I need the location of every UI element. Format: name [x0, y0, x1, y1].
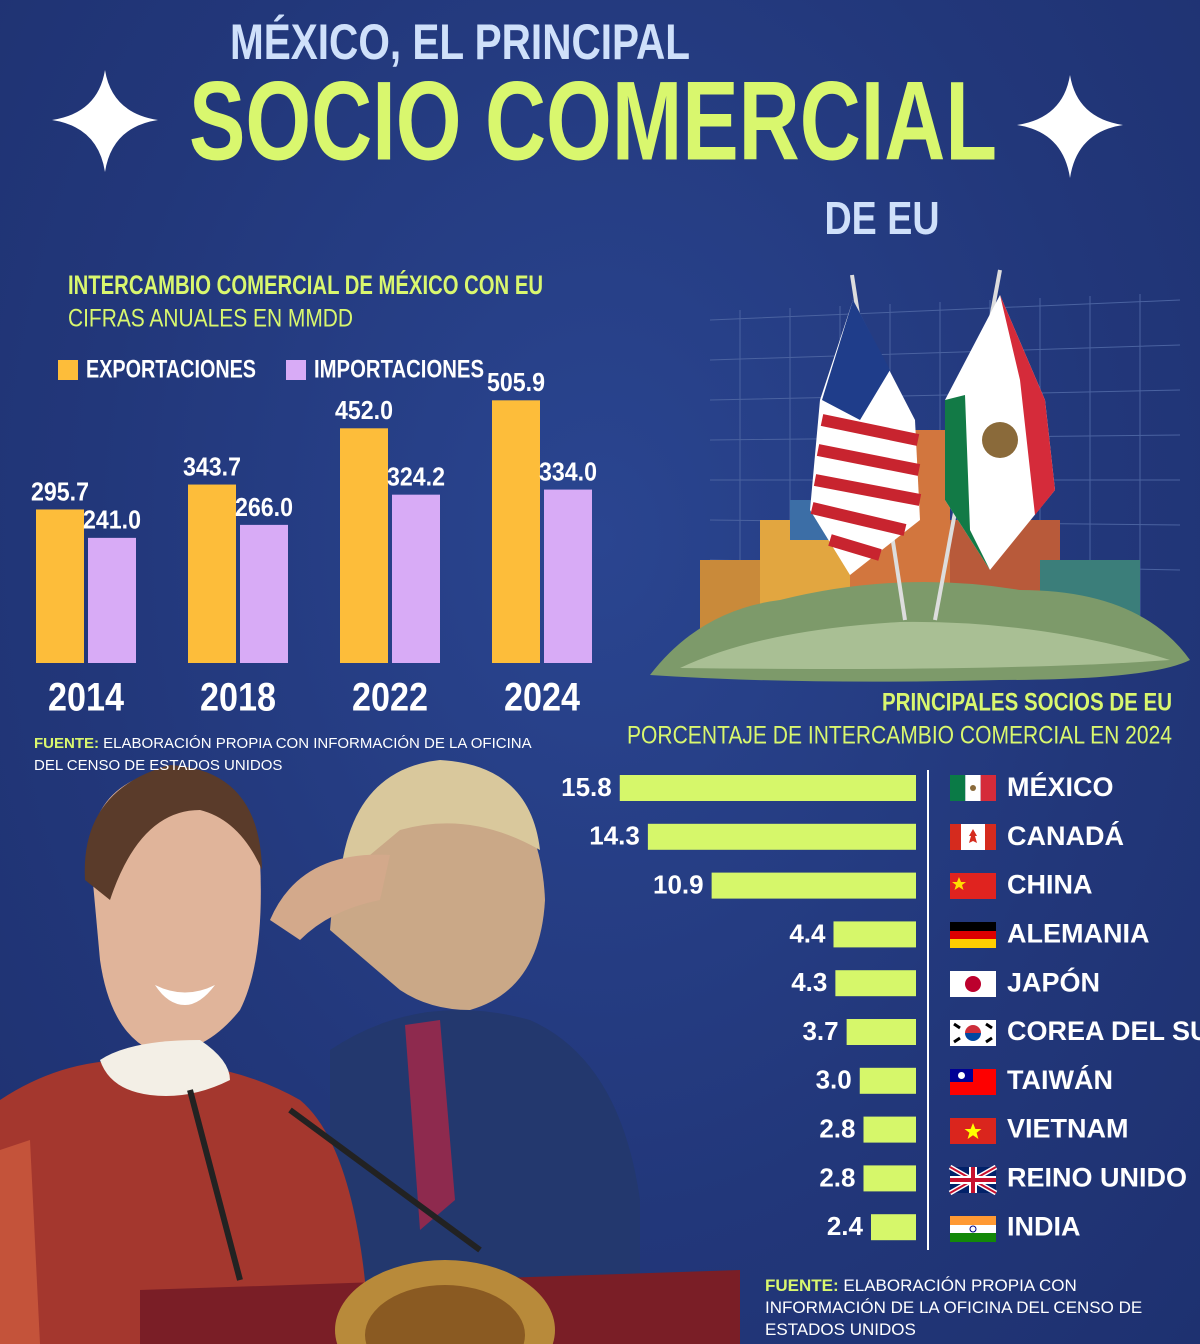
value-label: 4.4 [789, 918, 826, 948]
bar [492, 400, 540, 663]
bar [240, 524, 288, 663]
category-label: VIETNAM [1007, 1114, 1129, 1144]
category-label: COREA DEL SUR [1007, 1016, 1200, 1046]
value-label: 266.0 [235, 492, 293, 522]
bar [36, 509, 84, 663]
source-note: FUENTE: ELABORACIÓN PROPIA CON INFORMACI… [34, 733, 534, 777]
bar [833, 921, 916, 948]
bar [188, 484, 236, 663]
chart-subtitle: CIFRAS ANUALES EN MMDD [68, 305, 353, 333]
source-note: FUENTE: ELABORACIÓN PROPIA CON INFORMACI… [765, 1275, 1145, 1341]
x-tick-label: 2014 [48, 676, 125, 720]
value-label: 14.3 [589, 821, 640, 851]
title-line3: DE EU [825, 192, 940, 244]
value-label: 343.7 [183, 451, 241, 481]
bar [392, 494, 440, 663]
bar [863, 1116, 916, 1143]
chart-title: INTERCAMBIO COMERCIAL DE MÉXICO CON EU [68, 269, 543, 300]
value-label: 3.7 [802, 1016, 838, 1046]
bar [835, 970, 916, 997]
legend-label: EXPORTACIONES [86, 356, 256, 384]
category-label: CHINA [1007, 870, 1093, 900]
illustration-trade [650, 269, 1190, 682]
source-text: ELABORACIÓN PROPIA CON INFORMACIÓN DE LA… [34, 735, 531, 774]
bar [619, 775, 916, 801]
star [52, 70, 158, 172]
category-label: JAPÓN [1007, 966, 1100, 997]
title-line1: MÉXICO, EL PRINCIPAL [230, 14, 690, 70]
bar [846, 1019, 916, 1045]
bar [88, 537, 136, 663]
star [1017, 75, 1123, 178]
bar [859, 1067, 916, 1094]
value-label: 505.9 [487, 367, 545, 397]
bar [711, 872, 916, 899]
value-label: 2.4 [827, 1211, 864, 1241]
x-tick-label: 2022 [352, 676, 428, 720]
bar [544, 489, 592, 663]
source-label: FUENTE: [34, 735, 99, 752]
x-tick-label: 2024 [504, 676, 581, 720]
value-label: 3.0 [816, 1065, 852, 1095]
value-label: 2.8 [819, 1113, 855, 1143]
bar [871, 1214, 916, 1241]
source-text: ELABORACIÓN PROPIA CON INFORMACIÓN DE LA… [765, 1276, 1143, 1339]
legend-swatch [286, 360, 306, 380]
bar [340, 428, 388, 663]
value-label: 452.0 [335, 395, 393, 425]
legend-label: IMPORTACIONES [314, 356, 484, 384]
category-label: REINO UNIDO [1007, 1163, 1187, 1193]
source-label: FUENTE: [765, 1276, 839, 1295]
value-label: 324.2 [387, 462, 445, 492]
chart-title: PRINCIPALES SOCIOS DE EU [882, 689, 1172, 717]
x-tick-label: 2018 [200, 676, 276, 720]
flags [948, 775, 998, 1242]
category-label: ALEMANIA [1007, 919, 1150, 949]
title-line2: SOCIO COMERCIAL [189, 59, 997, 184]
value-label: 241.0 [83, 505, 141, 535]
value-label: 2.8 [819, 1162, 855, 1192]
value-label: 295.7 [31, 476, 89, 506]
bar [863, 1165, 916, 1192]
value-label: 10.9 [653, 869, 704, 899]
illustration-people [0, 760, 740, 1344]
value-label: 4.3 [791, 967, 827, 997]
category-label: CANADÁ [1007, 820, 1124, 851]
chart-subtitle: PORCENTAJE DE INTERCAMBIO COMERCIAL EN 2… [627, 722, 1172, 750]
value-label: 15.8 [561, 772, 612, 802]
category-label: MÉXICO [1007, 771, 1114, 802]
category-label: INDIA [1007, 1211, 1081, 1241]
value-label: 334.0 [539, 456, 597, 486]
bar [647, 823, 916, 850]
category-label: TAIWÁN [1007, 1064, 1113, 1095]
legend-swatch [58, 360, 78, 380]
